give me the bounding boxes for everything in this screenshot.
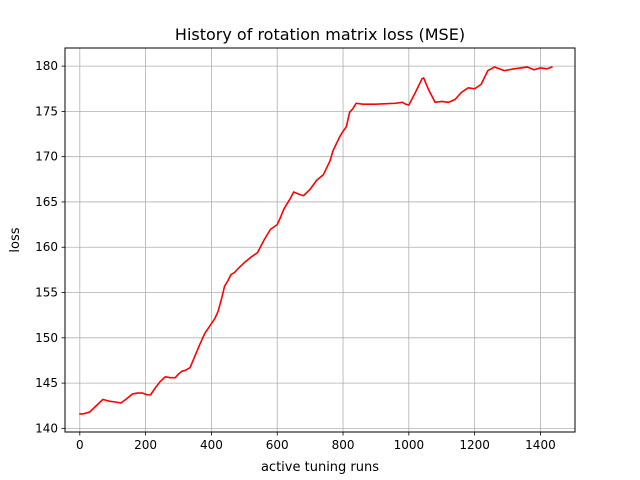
y-tick-label: 175 — [35, 104, 58, 118]
y-tick-label: 140 — [35, 421, 58, 435]
y-axis: 140 145 150 155 160 165 170 175 180 — [35, 59, 65, 435]
x-tick-label: 1400 — [525, 438, 556, 452]
axes-frame — [64, 47, 576, 433]
y-tick-label: 160 — [35, 240, 58, 254]
grid — [65, 48, 575, 432]
y-tick-label: 180 — [35, 59, 58, 73]
series-layer — [79, 66, 553, 415]
x-axis: 0 200 400 600 800 1000 1200 1400 — [76, 432, 556, 452]
y-tick-label: 145 — [35, 376, 58, 390]
x-tick-label: 600 — [266, 438, 289, 452]
y-tick-label: 170 — [35, 150, 58, 164]
x-tick-label: 400 — [200, 438, 223, 452]
x-tick-label: 1200 — [459, 438, 490, 452]
y-tick-label: 155 — [35, 286, 58, 300]
x-tick-label: 200 — [134, 438, 157, 452]
y-axis-label: loss — [8, 227, 23, 252]
x-tick-label: 800 — [332, 438, 355, 452]
chart-title: History of rotation matrix loss (MSE) — [175, 25, 465, 44]
x-tick-label: 0 — [76, 438, 84, 452]
x-axis-label: active tuning runs — [261, 460, 379, 475]
y-tick-label: 165 — [35, 195, 58, 209]
series-line-loss — [79, 66, 553, 415]
x-tick-label: 1000 — [394, 438, 425, 452]
y-tick-label: 150 — [35, 331, 58, 345]
